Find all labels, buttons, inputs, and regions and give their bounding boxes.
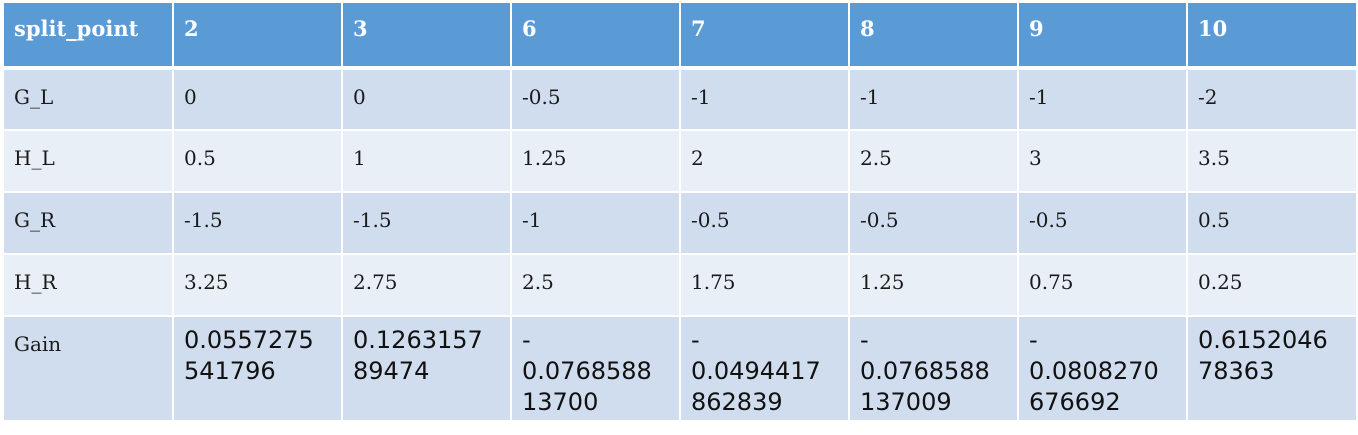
table-cell: 1.25 (849, 254, 1019, 317)
table-cell: 3.5 (1187, 130, 1356, 193)
row-label: G_R (4, 192, 174, 255)
gain-cell: 0.0557275 541796 (173, 316, 343, 420)
header-cell-split-point: split_point (4, 3, 174, 70)
gain-cell: - 0.0768588 13700 (511, 316, 681, 420)
gain-cell: 0.6152046 78363 (1187, 316, 1356, 420)
row-label: H_R (4, 254, 174, 317)
table-cell: 2 (680, 130, 850, 193)
gain-cell: - 0.0768588 137009 (849, 316, 1019, 420)
gain-cell: - 0.0808270 676692 (1018, 316, 1188, 420)
table-cell: 2.5 (511, 254, 681, 317)
table-row-g-l: G_L 0 0 -0.5 -1 -1 -1 -2 (4, 68, 1356, 131)
table-cell: -0.5 (680, 192, 850, 255)
table-cell: -2 (1187, 68, 1356, 131)
table-cell: -1.5 (342, 192, 512, 255)
table-cell: -1 (1018, 68, 1188, 131)
header-row: split_point 2 3 6 7 8 9 10 (4, 3, 1356, 70)
table-cell: -0.5 (1018, 192, 1188, 255)
gain-cell: 0.1263157 89474 (342, 316, 512, 420)
table-cell: 0.5 (173, 130, 343, 193)
split-gain-table: split_point 2 3 6 7 8 9 10 G_L 0 0 -0.5 … (4, 3, 1356, 420)
table-cell: -1.5 (173, 192, 343, 255)
row-label: H_L (4, 130, 174, 193)
table-row-h-l: H_L 0.5 1 1.25 2 2.5 3 3.5 (4, 130, 1356, 193)
header-cell: 2 (173, 3, 343, 70)
table-cell: 0.75 (1018, 254, 1188, 317)
table-cell: 1.75 (680, 254, 850, 317)
header-cell: 9 (1018, 3, 1188, 70)
table-cell: -1 (511, 192, 681, 255)
table-cell: 3 (1018, 130, 1188, 193)
table-cell: 0 (173, 68, 343, 131)
table-cell: 0.5 (1187, 192, 1356, 255)
row-label: G_L (4, 68, 174, 131)
table-cell: 2.5 (849, 130, 1019, 193)
table-cell: 0.25 (1187, 254, 1356, 317)
header-cell: 7 (680, 3, 850, 70)
table-row-gain: Gain 0.0557275 541796 0.1263157 89474 - … (4, 316, 1356, 420)
table-cell: -1 (680, 68, 850, 131)
table-cell: 1 (342, 130, 512, 193)
gain-cell: - 0.0494417 862839 (680, 316, 850, 420)
header-cell: 10 (1187, 3, 1356, 70)
header-cell: 3 (342, 3, 512, 70)
header-cell: 8 (849, 3, 1019, 70)
table-cell: -1 (849, 68, 1019, 131)
table-row-h-r: H_R 3.25 2.75 2.5 1.75 1.25 0.75 0.25 (4, 254, 1356, 317)
table-cell: -0.5 (511, 68, 681, 131)
table-cell: 3.25 (173, 254, 343, 317)
row-label: Gain (4, 316, 174, 420)
table-cell: 2.75 (342, 254, 512, 317)
table-row-g-r: G_R -1.5 -1.5 -1 -0.5 -0.5 -0.5 0.5 (4, 192, 1356, 255)
table-cell: 0 (342, 68, 512, 131)
table-cell: 1.25 (511, 130, 681, 193)
header-cell: 6 (511, 3, 681, 70)
table-cell: -0.5 (849, 192, 1019, 255)
